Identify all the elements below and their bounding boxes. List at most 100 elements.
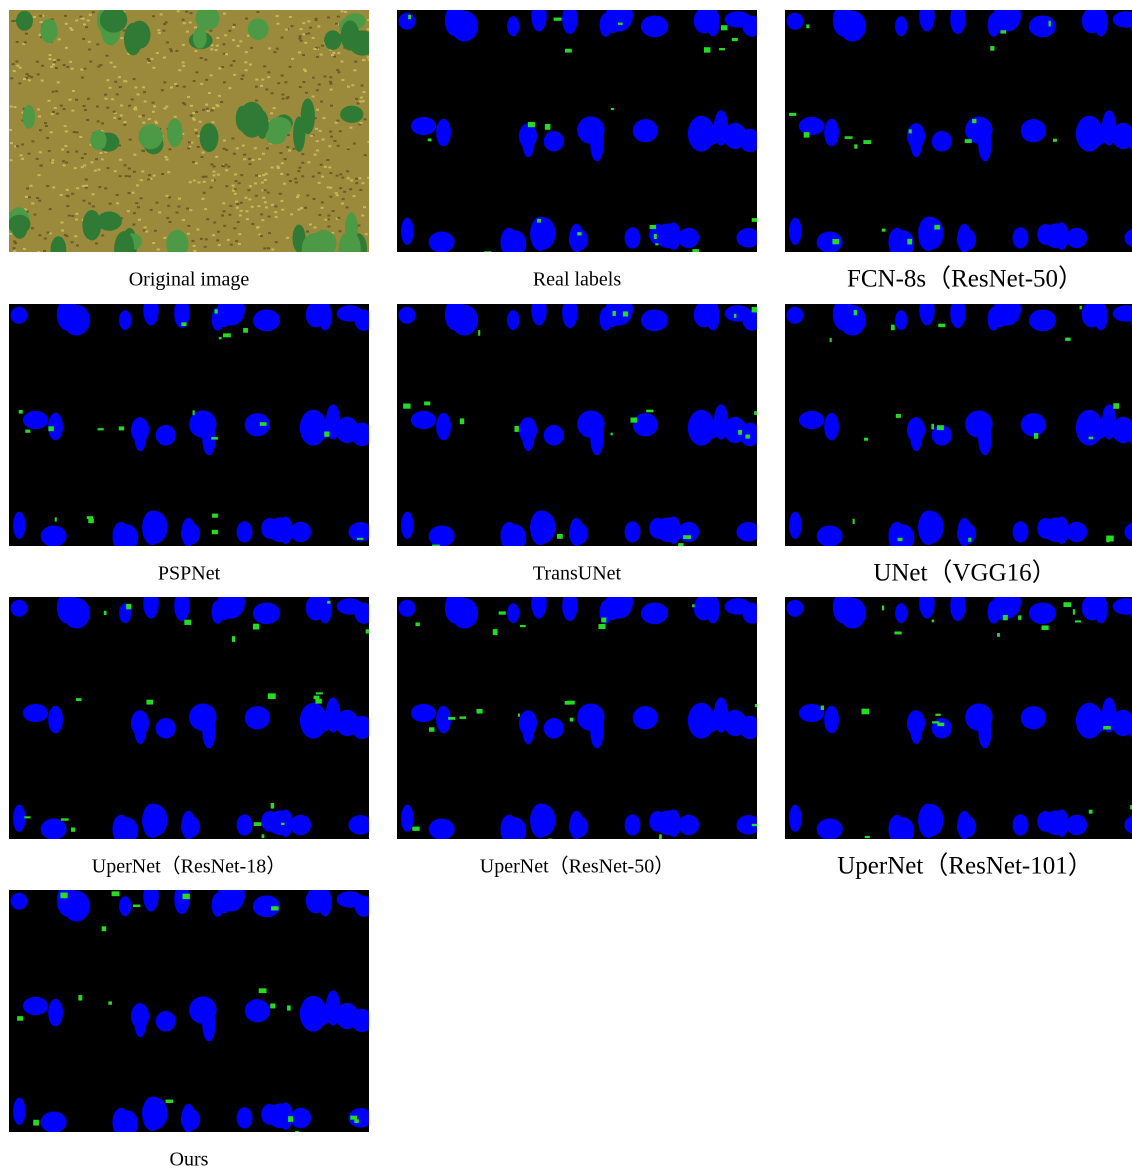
- soil-speck: [169, 48, 172, 50]
- soil-speck: [339, 173, 342, 175]
- soil-speck: [36, 61, 39, 63]
- soil-speck: [163, 81, 166, 83]
- crop-region: [13, 805, 26, 832]
- soil-speck: [66, 205, 69, 207]
- soil-speck: [222, 43, 225, 45]
- soil-speck: [290, 213, 293, 215]
- soil-speck: [329, 76, 332, 78]
- weed-region: [845, 136, 853, 139]
- weed-region: [898, 538, 903, 541]
- crop-region: [354, 896, 373, 917]
- weed-region: [193, 410, 195, 415]
- soil-speck: [228, 214, 231, 216]
- crop-region: [261, 518, 278, 539]
- soil-speck: [223, 140, 226, 142]
- soil-speck: [255, 79, 258, 81]
- weed-region: [610, 433, 612, 436]
- weed-region: [268, 693, 276, 699]
- soil-speck: [261, 182, 264, 184]
- weed-region: [166, 1100, 174, 1103]
- soil-speck: [147, 178, 150, 180]
- plant: [324, 30, 341, 50]
- crop-region: [429, 819, 455, 840]
- crop-region: [919, 1, 934, 32]
- soil-speck: [182, 19, 185, 21]
- soil-speck: [95, 158, 98, 160]
- soil-speck: [60, 194, 63, 196]
- plant: [193, 27, 207, 48]
- caption: TransUNet: [533, 563, 622, 585]
- weed-region: [215, 309, 218, 313]
- soil-speck: [281, 94, 284, 96]
- weed-region: [219, 337, 222, 339]
- crop-region: [667, 223, 681, 250]
- soil-speck: [252, 159, 255, 161]
- crop-region: [131, 417, 149, 442]
- soil-speck: [242, 145, 245, 147]
- soil-speck: [251, 223, 254, 225]
- soil-speck: [110, 62, 113, 64]
- soil-speck: [233, 153, 236, 155]
- weed-region: [570, 718, 574, 722]
- weed-region: [327, 601, 330, 604]
- soil-speck: [271, 167, 274, 169]
- crop-region: [156, 1011, 176, 1032]
- weed-region: [212, 514, 218, 518]
- soil-speck: [329, 83, 332, 85]
- weed-region: [646, 410, 653, 413]
- panel: [397, 586, 761, 844]
- soil-speck: [240, 174, 243, 176]
- weed-region: [428, 138, 432, 141]
- soil-speck: [69, 61, 72, 63]
- crop-region: [965, 410, 992, 437]
- soil-speck: [248, 163, 251, 165]
- soil-speck: [83, 105, 86, 107]
- soil-speck: [328, 166, 331, 168]
- soil-speck: [271, 204, 274, 206]
- soil-speck: [71, 241, 74, 243]
- soil-speck: [132, 224, 135, 226]
- soil-speck: [241, 75, 244, 77]
- crop-region: [41, 1112, 67, 1133]
- soil-speck: [36, 158, 39, 160]
- weed-region: [439, 547, 443, 549]
- soil-speck: [33, 16, 36, 18]
- weed-region: [611, 108, 614, 110]
- soil-speck: [53, 59, 56, 61]
- crop-region: [700, 418, 720, 439]
- soil-speck: [64, 125, 67, 127]
- crop-region: [156, 718, 176, 739]
- soil-speck: [189, 22, 192, 24]
- crop-region: [411, 704, 436, 722]
- soil-speck: [195, 162, 198, 164]
- weed-region: [1113, 403, 1119, 409]
- soil-speck: [182, 219, 185, 221]
- weed-region: [865, 836, 870, 838]
- crop-region: [787, 307, 804, 324]
- soil-speck: [353, 69, 356, 71]
- crop-region: [218, 879, 245, 912]
- soil-speck: [230, 64, 233, 66]
- soil-speck: [210, 74, 213, 76]
- crop-region: [706, 8, 720, 36]
- weed-region: [1034, 433, 1038, 439]
- segmentation-map: [9, 586, 373, 844]
- soil-speck: [177, 10, 180, 12]
- soil-speck: [87, 98, 90, 100]
- soil-speck: [319, 130, 322, 132]
- soil-speck: [235, 180, 238, 182]
- soil-speck: [227, 166, 230, 168]
- soil-speck: [210, 48, 213, 50]
- soil-speck: [142, 115, 145, 117]
- soil-speck: [166, 195, 169, 197]
- soil-speck: [313, 48, 316, 50]
- soil-speck: [203, 181, 206, 183]
- segmentation-map: [397, 293, 761, 551]
- soil-speck: [282, 98, 285, 100]
- soil-speck: [329, 131, 332, 133]
- weed-region: [48, 426, 53, 431]
- soil-speck: [12, 63, 15, 65]
- soil-speck: [295, 181, 298, 183]
- caption: PSPNet: [158, 563, 221, 585]
- soil-speck: [280, 37, 283, 39]
